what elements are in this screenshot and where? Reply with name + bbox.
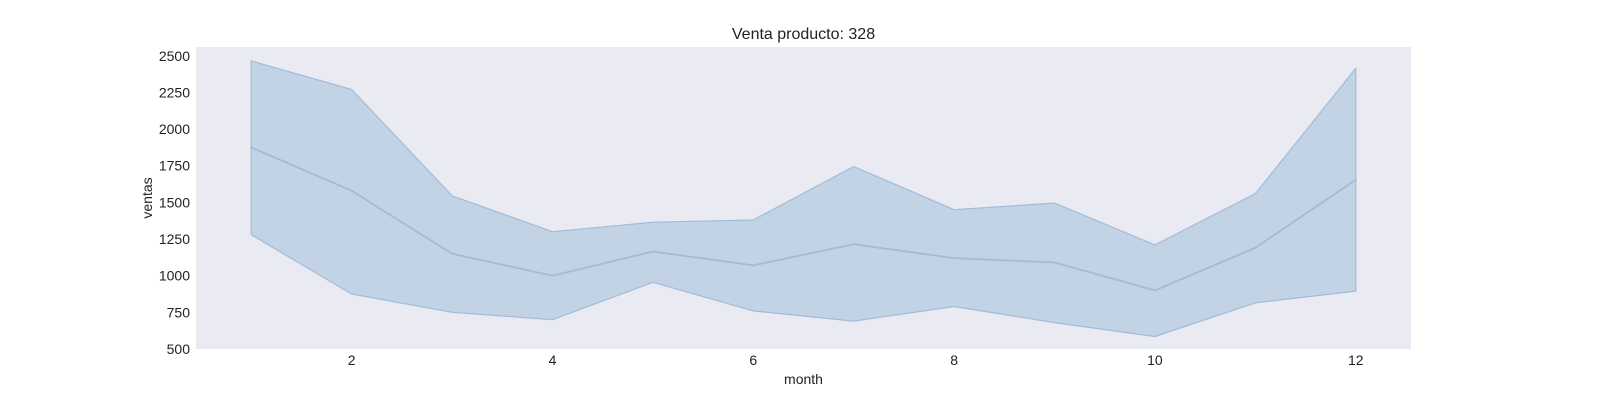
- y-tick-label: 2000: [159, 121, 190, 137]
- data-point: [451, 252, 454, 255]
- data-point: [250, 146, 253, 149]
- y-tick-label: 750: [167, 304, 191, 320]
- x-axis-ticks: 2 4 6 8 10 12: [348, 352, 1364, 368]
- data-point: [752, 264, 755, 267]
- data-point: [350, 189, 353, 192]
- y-axis-label: ventas: [139, 177, 155, 218]
- confidence-band-layer: [250, 60, 1357, 338]
- y-tick-label: 2250: [159, 84, 190, 100]
- x-tick-label: 8: [950, 352, 958, 368]
- confidence-band-0: [250, 60, 1357, 338]
- series-line-layer: [250, 146, 1357, 292]
- x-tick-label: 6: [749, 352, 757, 368]
- y-tick-label: 1000: [159, 268, 190, 284]
- series-line-0: [250, 146, 1357, 292]
- data-point: [651, 250, 654, 253]
- x-tick-label: 4: [549, 352, 557, 368]
- y-tick-label: 1750: [159, 158, 190, 174]
- data-point: [1254, 246, 1257, 249]
- y-tick-label: 1250: [159, 231, 190, 247]
- data-point: [551, 274, 554, 277]
- data-point: [1053, 261, 1056, 264]
- x-tick-label: 10: [1147, 352, 1163, 368]
- y-tick-label: 500: [167, 341, 191, 357]
- x-tick-label: 2: [348, 352, 356, 368]
- data-point: [852, 243, 855, 246]
- data-point: [1153, 289, 1156, 292]
- y-tick-label: 2500: [159, 48, 190, 64]
- x-tick-label: 12: [1348, 352, 1364, 368]
- data-point: [1354, 178, 1357, 181]
- y-tick-label: 1500: [159, 194, 190, 210]
- data-point: [953, 257, 956, 260]
- x-axis-label: month: [784, 371, 823, 387]
- chart-title: Venta producto: 328: [732, 26, 875, 43]
- y-axis-ticks: 500 750 1000 1250 1500 1750 2000 2250 2500: [159, 48, 190, 357]
